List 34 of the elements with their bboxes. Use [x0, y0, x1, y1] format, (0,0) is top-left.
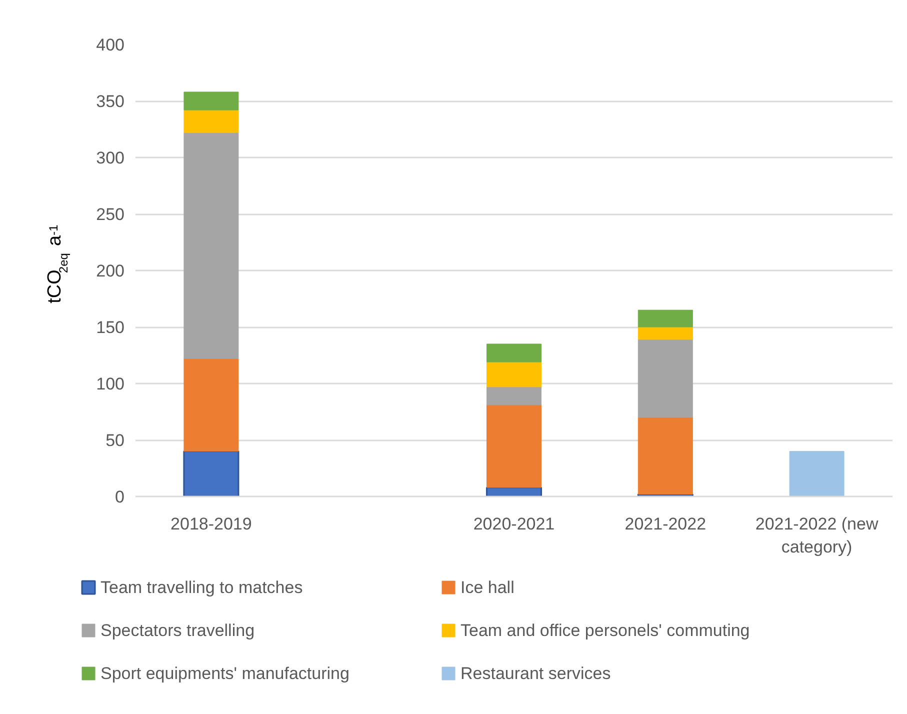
y-axis-title: tCO2eq a-1 — [44, 224, 70, 304]
bar — [486, 362, 542, 388]
bar — [638, 326, 693, 340]
y-tick-label: 300 — [96, 148, 125, 168]
bar — [638, 310, 693, 328]
y-tick-label: 100 — [96, 374, 125, 394]
bar — [184, 92, 239, 110]
bar — [638, 417, 693, 494]
legend-label: Spectators travelling — [100, 621, 255, 640]
y-tick-label: 150 — [96, 318, 125, 337]
bar — [486, 386, 542, 406]
y-tick-label: 50 — [106, 431, 125, 450]
x-tick-label: 2021-2022 — [624, 514, 706, 534]
bar — [789, 451, 844, 496]
x-tick-label: 2020-2021 — [473, 514, 555, 534]
bar — [184, 110, 239, 133]
y-tick-label: 400 — [96, 36, 125, 54]
y-tick-label: 200 — [96, 262, 125, 280]
y-tick-label: 0 — [115, 488, 125, 506]
x-tick-label: 2018-2019 — [170, 514, 252, 534]
y-tick-label: 350 — [96, 92, 125, 111]
bar — [184, 358, 239, 452]
legend-label: Restaurant services — [460, 664, 611, 683]
legend-label: Team and office personels' commuting — [460, 621, 750, 640]
bar — [486, 404, 542, 488]
bar — [486, 344, 542, 362]
x-tick-label: 2021-2022 (new category) — [755, 514, 879, 556]
bar — [184, 132, 239, 359]
legend-label: Ice hall — [460, 578, 514, 597]
y-tick-label: 250 — [96, 205, 125, 224]
bar — [183, 450, 240, 496]
legend-label: Sport equipments' manufacturing — [100, 664, 350, 683]
bar — [638, 339, 693, 418]
legend-label: Team travelling to matches — [100, 578, 303, 597]
